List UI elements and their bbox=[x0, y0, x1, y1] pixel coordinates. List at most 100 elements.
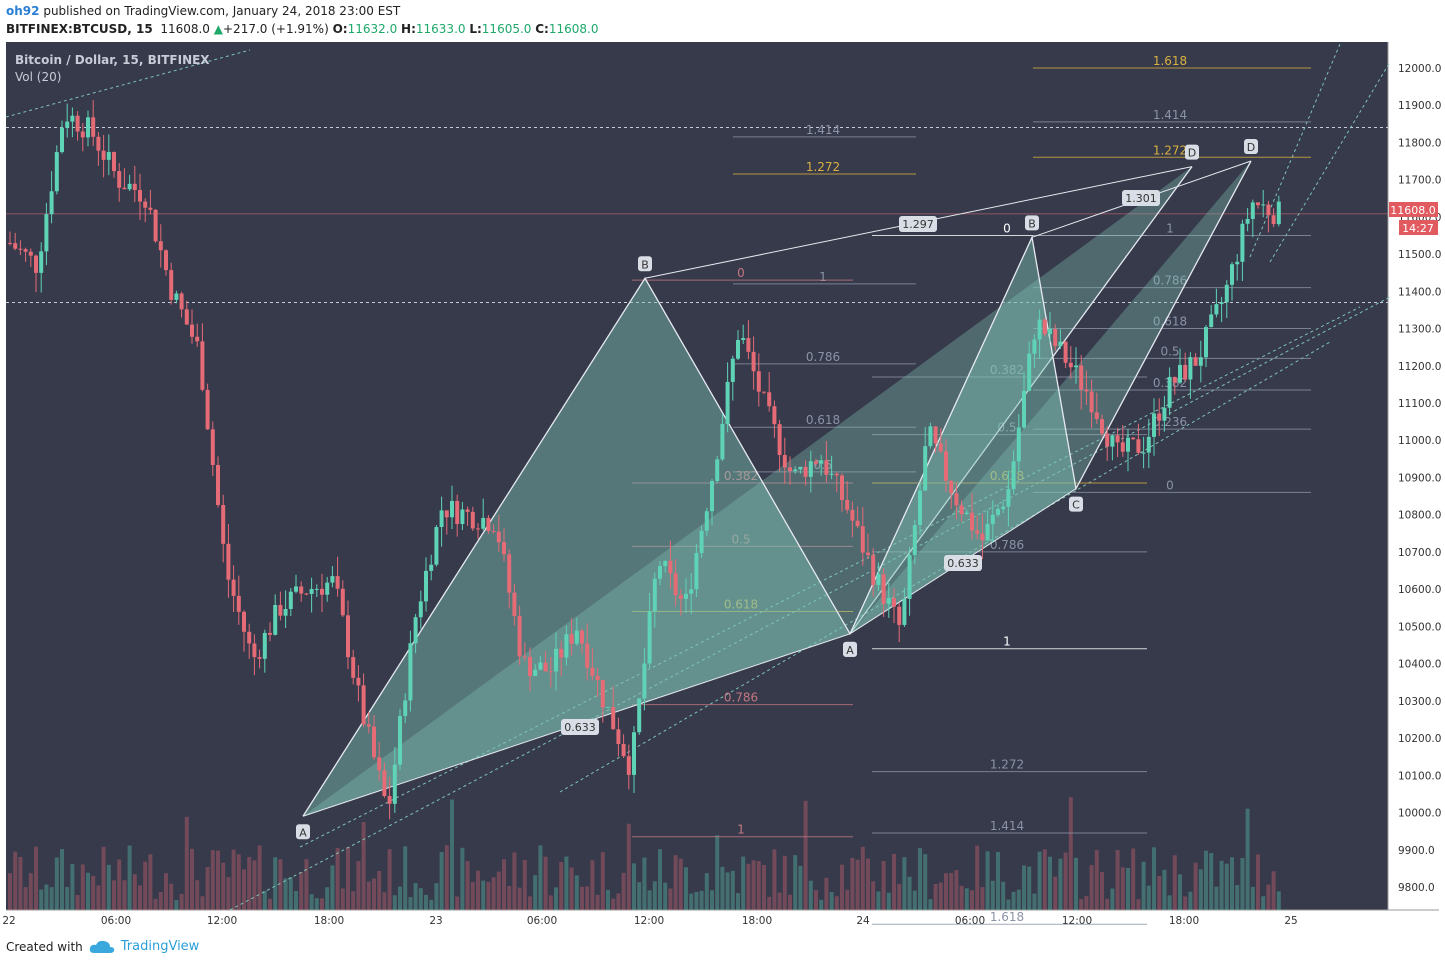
candle-body bbox=[538, 662, 543, 670]
candle-body bbox=[1048, 328, 1052, 335]
candle-body bbox=[210, 429, 215, 465]
pattern-point-label: D bbox=[1247, 141, 1255, 154]
volume-bar bbox=[1079, 899, 1084, 910]
candle-body bbox=[148, 207, 153, 210]
volume-bar bbox=[1162, 869, 1167, 910]
price-chart[interactable]: 1.414 1.272 1 0.786 0.618 0.5 0 0.382 0.5 0.618 0.… bbox=[0, 42, 1445, 930]
fib-level-label: 0.5 bbox=[1160, 344, 1179, 358]
volume-bar bbox=[1250, 886, 1255, 910]
pattern-ratio-label: 1.297 bbox=[902, 218, 934, 231]
volume-bar bbox=[28, 873, 33, 910]
volume-bar bbox=[684, 867, 688, 910]
volume-bar bbox=[1214, 886, 1219, 910]
volume-bar bbox=[252, 860, 257, 910]
candle-body bbox=[1011, 461, 1016, 490]
volume-bar bbox=[871, 881, 876, 910]
candle-body bbox=[231, 579, 236, 596]
countdown-value: 14:27 bbox=[1402, 222, 1434, 235]
tradingview-link[interactable]: TradingView bbox=[120, 939, 200, 954]
volume-bar bbox=[1276, 891, 1281, 910]
candle-body bbox=[892, 598, 896, 607]
volume-bar bbox=[1204, 850, 1208, 910]
candle-body bbox=[585, 643, 590, 668]
volume-bar bbox=[190, 848, 194, 910]
pattern-point-badge bbox=[1185, 144, 1199, 160]
volume-bar bbox=[309, 894, 314, 910]
volume-bar bbox=[970, 890, 974, 910]
candle-body bbox=[86, 117, 90, 138]
candle-body bbox=[798, 466, 803, 470]
candle-body bbox=[164, 250, 168, 271]
volume-bar bbox=[975, 845, 980, 910]
candle-body bbox=[257, 657, 262, 659]
volume-bar bbox=[819, 899, 824, 910]
volume-bar bbox=[1136, 899, 1141, 910]
candle-body bbox=[1027, 353, 1032, 391]
candle-body bbox=[1074, 365, 1078, 368]
volume-bar bbox=[195, 880, 200, 910]
candle-body bbox=[886, 598, 891, 604]
volume-bar bbox=[658, 849, 662, 910]
volume-bar bbox=[434, 883, 439, 910]
volume-bar bbox=[1011, 891, 1016, 910]
y-tick-label: 11100.0 bbox=[1398, 398, 1441, 410]
candle-body bbox=[294, 586, 298, 592]
candle-body bbox=[959, 505, 964, 515]
volume-bar bbox=[710, 890, 714, 910]
candle-body bbox=[205, 389, 210, 430]
candle-body bbox=[970, 512, 974, 531]
volume-bar bbox=[886, 892, 891, 910]
y-tick-label: 12000.0 bbox=[1398, 63, 1441, 75]
volume-bar bbox=[1193, 862, 1198, 910]
volume-bar bbox=[746, 863, 751, 910]
candle-body bbox=[112, 152, 116, 172]
volume-bar bbox=[528, 896, 532, 910]
volume-bar bbox=[18, 857, 23, 910]
candle-body bbox=[819, 460, 824, 464]
candle-body bbox=[132, 183, 137, 191]
candle-body bbox=[143, 201, 148, 208]
fib-level-label: 0.786 bbox=[1153, 274, 1187, 288]
candle-body bbox=[429, 564, 434, 571]
volume-bar bbox=[86, 872, 90, 910]
candle-body bbox=[424, 570, 428, 602]
candle-body bbox=[200, 341, 205, 390]
volume-bar bbox=[372, 878, 376, 910]
volume-bar bbox=[450, 799, 454, 910]
volume-bar bbox=[273, 857, 278, 910]
volume-bar bbox=[481, 880, 486, 910]
y-tick-label: 10300.0 bbox=[1398, 696, 1441, 708]
candle-body bbox=[179, 293, 184, 310]
candle-body bbox=[502, 542, 506, 555]
candle-body bbox=[169, 270, 174, 300]
candle-body bbox=[195, 336, 200, 342]
pattern-point-badge bbox=[1244, 139, 1258, 155]
volume-bar bbox=[117, 859, 122, 910]
candle-body bbox=[871, 555, 876, 586]
volume-bar bbox=[1001, 881, 1006, 910]
volume-bar bbox=[876, 891, 881, 910]
author-link[interactable]: oh92 bbox=[6, 4, 40, 18]
volume-bar bbox=[1240, 858, 1245, 910]
candle-body bbox=[907, 555, 912, 599]
candle-body bbox=[1120, 442, 1125, 452]
volume-bar bbox=[725, 872, 730, 910]
candle-body bbox=[668, 560, 673, 574]
candle-body bbox=[138, 190, 142, 202]
volume-bar bbox=[689, 893, 694, 910]
fib-level-label: 1.272 bbox=[806, 160, 840, 174]
fib-level-label: 1 bbox=[1003, 635, 1011, 649]
candle-body bbox=[252, 643, 257, 658]
candle-body bbox=[990, 514, 995, 525]
volume-bar bbox=[1152, 847, 1156, 910]
candle-body bbox=[793, 469, 798, 472]
volume-bar bbox=[949, 872, 954, 910]
volume-bar bbox=[138, 885, 142, 910]
volume-bar bbox=[398, 886, 402, 910]
candle-body bbox=[632, 732, 636, 775]
candle-body bbox=[361, 685, 366, 725]
candle-body bbox=[876, 574, 881, 586]
candle-body bbox=[122, 187, 127, 190]
candle-body bbox=[1094, 412, 1099, 420]
